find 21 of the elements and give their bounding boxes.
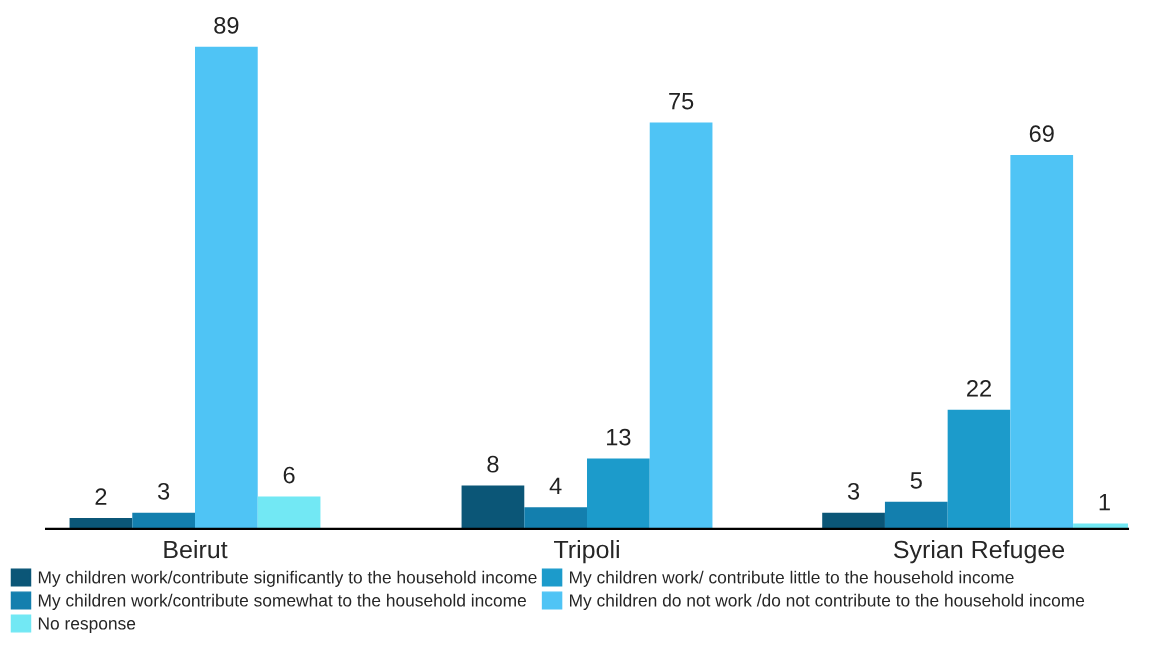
data-label: 2 <box>95 488 107 505</box>
data-label: 3 <box>847 482 860 500</box>
data-label: 5 <box>910 472 922 489</box>
data-label: 3 <box>157 482 170 500</box>
data-label: 4 <box>549 477 562 494</box>
legend-label: My children work/ contribute little to the household income <box>570 570 1014 587</box>
data-label: 13 <box>607 428 631 446</box>
data-label: 8 <box>487 455 499 473</box>
x-tick-label: Syrian Refugee <box>894 540 1065 564</box>
data-label: 22 <box>967 379 991 397</box>
data-label: 6 <box>283 466 295 484</box>
legend-label: No response <box>38 617 136 634</box>
data-label: 1 <box>1099 493 1110 511</box>
legend-label: My children work/contribute somewhat to the household income <box>38 593 526 610</box>
x-tick-label: Tripoli <box>554 540 619 564</box>
data-label: 69 <box>1029 125 1054 143</box>
data-label: 89 <box>214 16 239 34</box>
legend-label: My children work/contribute significantly to the household income <box>38 570 537 587</box>
data-label: 75 <box>669 93 694 110</box>
x-tick-label: Beirut <box>164 540 228 559</box>
legend-label: My children do not work /do not contribute to the household income <box>570 593 1085 610</box>
